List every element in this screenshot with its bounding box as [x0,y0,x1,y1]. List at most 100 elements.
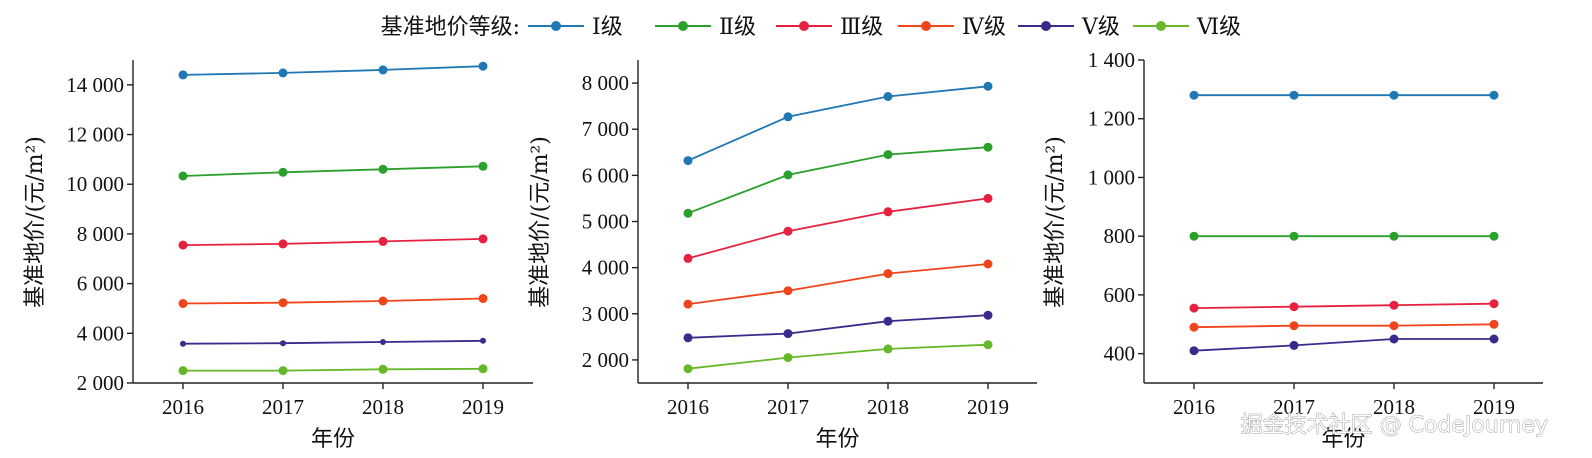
chart-panel-3: 400 600 800 1 000 1 200 1 400 2016 2017 2018 2019… [1043,48,1543,452]
legend-label: Ⅳ级 [962,15,1006,40]
legend-label: Ⅵ级 [1196,15,1241,40]
series-line [687,85,989,162]
data-point [1189,303,1199,313]
legend-marker [1041,21,1051,31]
series-5 [1189,334,1499,356]
legend-marker [1156,21,1166,31]
series-line [182,297,484,305]
y-tick-label: 12 000 [66,123,124,147]
data-point [683,253,693,263]
data-point [278,68,288,78]
data-point [180,340,186,347]
x-tick-label: 2016 [1173,395,1215,419]
series-line [687,197,989,260]
y-tick-label: 4 000 [582,256,629,280]
data-point [783,286,793,296]
data-point [1489,319,1499,329]
data-point [683,156,693,166]
data-point [683,208,693,218]
series-1 [178,61,488,80]
data-point [783,329,793,339]
data-point [178,366,188,376]
chart-panel-1: 2 000 4 000 6 000 8 000 10 000 12 000 14 000 20… [23,60,533,452]
x-axis-title: 年份 [311,427,355,452]
x-tick-label: 2017 [262,395,304,419]
series-line [1193,302,1495,309]
series-3 [178,234,488,250]
x-tick-label: 2016 [667,395,709,419]
y-axis-title: 基准地价/(元/m²) [1043,136,1068,308]
legend-marker [921,21,931,31]
data-point [1389,231,1399,241]
series-line [687,146,989,215]
series-line [687,263,989,305]
y-tick-label: 6 000 [582,163,629,187]
data-point [1489,90,1499,100]
x-axis-title: 年份 [815,427,859,452]
data-point [478,294,488,303]
data-point [1489,299,1499,309]
y-tick-label: 8 000 [582,71,629,95]
data-point [1389,90,1399,100]
y-tick-label: 4 000 [77,321,124,345]
x-tick-label: 2017 [767,395,809,419]
data-point [783,226,793,236]
data-point [278,298,288,308]
series-2 [178,161,488,181]
data-point [983,259,993,269]
data-point [983,142,993,152]
y-tick-label: 14 000 [66,73,124,97]
data-point [378,164,388,174]
data-point [783,112,793,122]
data-point [883,344,893,354]
data-point [983,193,993,203]
y-tick-label: 2 000 [582,348,629,372]
data-point [178,171,188,181]
data-point [278,366,288,376]
x-tick-label: 2018 [362,395,404,419]
data-point [683,333,693,343]
data-point [883,316,893,326]
watermark: 掘金技术社区 @ CodeJourney [1241,413,1548,438]
data-point [983,310,993,320]
legend-item-5: Ⅴ级 [1018,15,1120,40]
data-point [1489,334,1499,344]
data-point [1289,340,1299,350]
y-tick-label: 1 200 [1088,107,1135,131]
data-point [683,364,693,374]
data-point [883,207,893,217]
series-1 [683,81,993,166]
y-axis-title: 基准地价/(元/m²) [528,136,553,308]
legend: 基准地价等级: Ⅰ级 Ⅱ级 Ⅲ级 Ⅳ级 Ⅴ级 Ⅵ级 [381,15,1242,40]
data-point [478,364,488,374]
legend-label: Ⅴ级 [1081,15,1120,40]
y-tick-label: 10 000 [66,172,124,196]
series-line [687,343,989,370]
y-tick-label: 2 000 [77,371,124,395]
series-5 [180,337,486,347]
chart-panel-2: 2 000 3 000 4 000 5 000 6 000 7 000 8 000 2016 2… [528,60,1037,452]
data-point [1389,321,1399,331]
series-line [1193,323,1495,329]
series-2 [683,142,993,218]
y-tick-label: 3 000 [582,302,629,326]
data-point [1289,321,1299,331]
series-line [183,367,484,372]
series-6 [683,340,993,374]
data-point [278,239,288,249]
data-point [1189,231,1199,241]
x-tick-label: 2019 [462,395,504,419]
series-3 [683,193,993,263]
legend-marker [551,21,561,31]
data-point [983,340,993,350]
data-point [378,65,388,75]
x-tick-label: 2018 [867,395,909,419]
legend-item-2: Ⅱ级 [655,15,756,40]
legend-label: Ⅰ级 [592,15,623,40]
data-point [378,236,388,246]
data-point [1289,231,1299,241]
legend-item-6: Ⅵ级 [1133,15,1241,40]
data-point [783,353,793,363]
data-point [1489,231,1499,241]
